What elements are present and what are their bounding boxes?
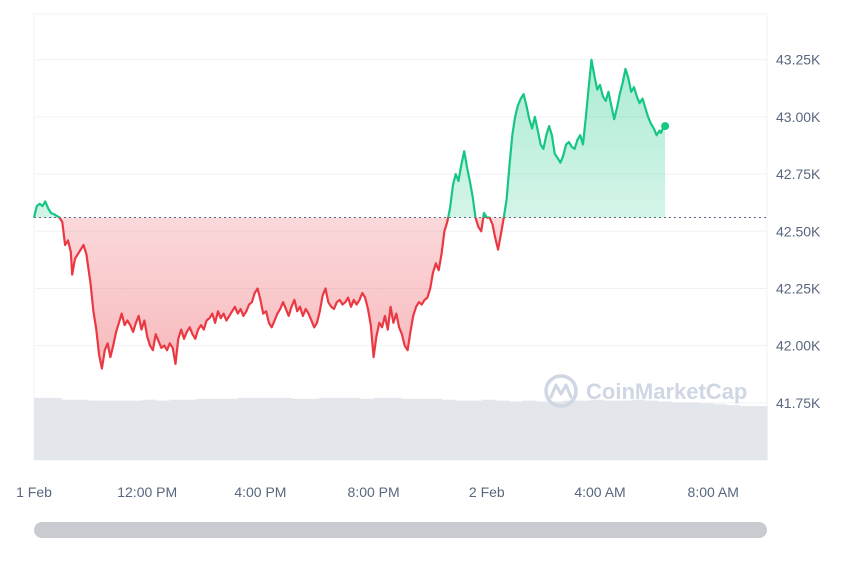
volume-bar [319,397,334,460]
volume-bar [61,399,76,460]
volume-bar [441,399,456,460]
x-tick-label: 12:00 PM [117,484,177,500]
volume-bar [237,397,252,460]
volume-bar [631,399,646,460]
volume-bar [576,400,592,460]
volume-bar [563,400,578,460]
y-tick-label: 43.25K [776,52,821,68]
coinmarketcap-logo-icon [544,374,578,408]
y-tick-label: 42.00K [776,338,821,354]
x-tick-label: 8:00 PM [348,484,400,500]
latest-price-dot [661,122,670,131]
volume-bar [753,406,768,460]
volume-bar [386,397,402,460]
y-tick-label: 42.50K [776,223,821,239]
volume-bar [712,404,727,460]
volume-bar [47,397,62,460]
x-tick-label: 1 Feb [16,484,52,500]
volume-bar [454,400,469,460]
volume-bar [210,398,225,460]
volume-bar [400,398,415,460]
volume-bar [509,401,524,460]
volume-bar [346,397,361,460]
x-axis: 1 Feb 12:00 PM 4:00 PM 8:00 PM 2 Feb 4:00 AM 8… [16,484,739,500]
volume-bar [359,398,374,460]
x-tick-label: 8:00 AM [688,484,739,500]
volume-bar [590,399,605,460]
volume-bar [481,399,497,460]
chart-scrollbar[interactable] [34,522,767,538]
volume-bar [196,398,212,460]
x-tick-label: 2 Feb [469,484,505,500]
volume-bar [522,400,537,460]
volume-bar [74,399,89,460]
price-line-up [32,58,666,218]
volume-bar [34,397,49,460]
volume-bar [264,397,279,460]
volume-bar [414,398,429,460]
volume-bar [373,397,388,460]
volume-bar [115,400,130,460]
volume-bar [251,397,266,460]
volume-bar [644,400,660,460]
volume-bar [224,398,239,460]
volume-bar [685,402,700,460]
price-line [32,58,670,370]
y-tick-label: 42.25K [776,280,821,296]
y-tick-label: 42.75K [776,166,821,182]
volume-bar [291,398,307,460]
y-axis: 41.75K 42.00K 42.25K 42.50K 42.75K 43.00K 43.2… [776,52,821,411]
volume-bar [604,400,619,460]
volume-bar [658,401,673,460]
coinmarketcap-watermark: CoinMarketCap [544,374,747,408]
volume-bar [156,400,171,460]
volume-bar [495,400,510,460]
volume-bar [169,399,184,460]
y-tick-label: 41.75K [776,395,821,411]
volume-bar [739,406,755,460]
volume-bar [88,400,103,460]
volume-bar [617,400,632,460]
volume-bars [34,397,768,460]
volume-bar [101,400,117,460]
volume-bar [332,397,347,460]
volume-bar [427,398,442,460]
x-tick-label: 4:00 PM [234,484,286,500]
x-tick-label: 4:00 AM [574,484,625,500]
y-tick-label: 43.00K [776,109,821,125]
volume-bar [305,398,320,460]
volume-bar [536,401,551,460]
volume-bar [468,400,483,460]
price-line-down [33,217,505,370]
volume-bar [183,399,198,460]
watermark-text: CoinMarketCap [586,379,747,404]
volume-bar [699,403,714,460]
volume-bar [129,400,144,460]
volume-bar [549,401,564,460]
volume-bar [278,397,293,460]
volume-bar [726,405,741,460]
volume-bar [142,399,157,460]
volume-bar [671,402,687,460]
